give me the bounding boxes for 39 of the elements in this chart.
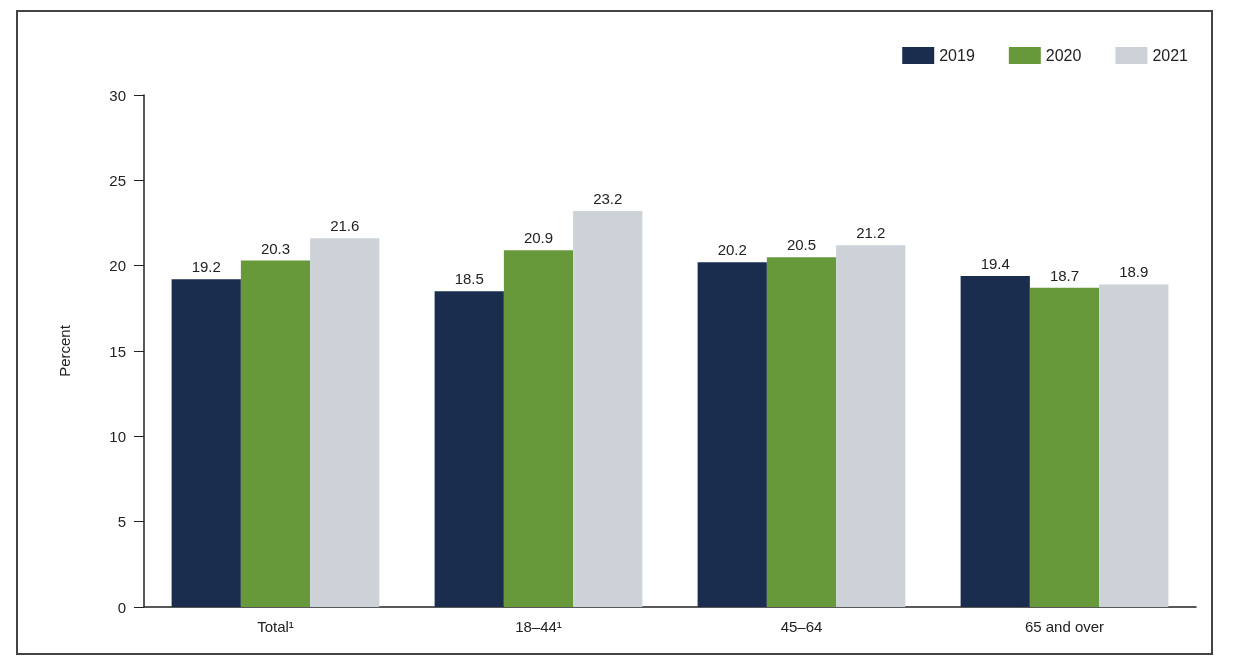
y-tick-label: 0 (117, 598, 126, 616)
data-label: 21.6 (330, 217, 360, 235)
y-tick-label: 25 (109, 171, 126, 189)
data-label: 18.9 (1119, 263, 1149, 281)
x-tick-label: 18–44¹ (515, 618, 562, 635)
data-label: 20.2 (717, 241, 747, 259)
bar (960, 275, 1030, 607)
data-label: 21.2 (856, 224, 886, 242)
y-tick-label: 15 (109, 342, 126, 360)
bar (766, 257, 837, 607)
x-tick-label: 45–64 (780, 618, 823, 635)
bar (310, 238, 380, 607)
bar (240, 260, 311, 607)
y-tick-label: 30 (109, 86, 126, 104)
bar (171, 279, 241, 607)
bar (434, 291, 504, 607)
y-axis-title: Percent (56, 324, 73, 377)
legend-label: 2020 (1045, 47, 1082, 64)
data-label: 19.2 (191, 258, 221, 276)
x-tick-label: Total¹ (257, 618, 294, 635)
y-tick-label: 10 (109, 427, 126, 445)
legend-label: 2021 (1152, 47, 1189, 64)
bar (573, 211, 643, 607)
legend-label: 2019 (939, 47, 975, 64)
bar (1029, 287, 1100, 607)
data-label: 20.3 (260, 239, 291, 257)
data-label: 23.2 (593, 190, 623, 208)
data-label: 19.4 (980, 254, 1010, 272)
bar (503, 250, 574, 607)
bar (836, 245, 906, 607)
data-label: 18.7 (1049, 266, 1080, 284)
bar (697, 262, 767, 607)
y-tick-label: 20 (109, 257, 126, 275)
bar (1099, 284, 1169, 607)
data-label: 18.5 (454, 270, 484, 288)
data-label: 20.5 (786, 236, 817, 254)
y-tick-label: 5 (117, 513, 126, 531)
data-label: 20.9 (523, 229, 554, 247)
x-tick-label: 65 and over (1024, 618, 1105, 635)
